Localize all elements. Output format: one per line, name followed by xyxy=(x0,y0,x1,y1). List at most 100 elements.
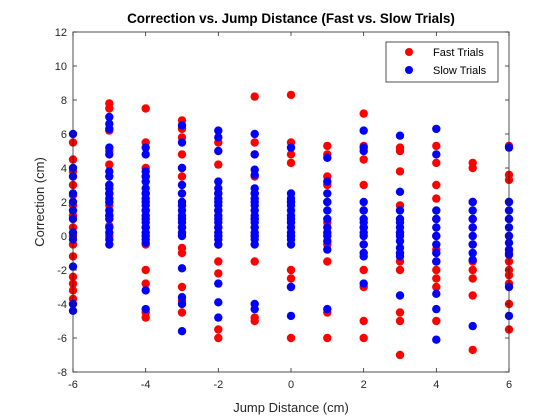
fast-trial-point xyxy=(432,194,441,203)
y-tick-label: 4 xyxy=(61,163,67,175)
fast-trial-point xyxy=(432,141,441,151)
fast-trial-point xyxy=(177,308,187,317)
slow-trial-point xyxy=(432,231,441,241)
slow-trial-point xyxy=(214,177,223,186)
slow-trial-point xyxy=(468,223,477,232)
slow-trial-point xyxy=(286,143,296,152)
fast-trial-point xyxy=(214,269,223,278)
fast-trial-point xyxy=(250,92,259,101)
fast-trial-point xyxy=(177,282,187,292)
slow-trial-point xyxy=(395,206,405,215)
slow-trial-point xyxy=(468,206,477,215)
slow-trial-point xyxy=(141,177,150,186)
slow-trial-point xyxy=(323,177,332,186)
slow-trials-series xyxy=(68,112,514,344)
slow-trial-point xyxy=(395,187,405,196)
fast-trial-point xyxy=(214,257,223,266)
slow-trial-point xyxy=(432,248,441,258)
slow-trial-point xyxy=(395,131,405,140)
slow-trial-point xyxy=(323,153,332,162)
slow-trial-point xyxy=(323,236,332,246)
fast-trial-point xyxy=(359,180,368,190)
fast-trial-point xyxy=(359,155,368,164)
fast-trial-point xyxy=(359,333,368,343)
slow-trial-point xyxy=(323,304,332,314)
slow-trial-point xyxy=(286,240,296,249)
slow-trial-point xyxy=(359,252,368,261)
slow-trial-point xyxy=(432,304,441,314)
fast-trial-point xyxy=(395,167,405,176)
slow-trial-point xyxy=(105,124,114,134)
fast-trial-point xyxy=(432,265,441,275)
slow-trial-point xyxy=(105,143,114,152)
fast-trial-point xyxy=(468,265,477,275)
y-tick-label: -6 xyxy=(57,333,67,345)
slow-trial-point xyxy=(323,245,332,254)
slow-trial-point xyxy=(323,197,332,207)
fast-trial-point xyxy=(214,333,223,343)
slow-trial-point xyxy=(105,112,114,122)
slow-trial-point xyxy=(323,206,332,215)
slow-trial-point xyxy=(177,299,187,309)
slow-trial-point xyxy=(141,143,150,152)
fast-trial-point xyxy=(468,163,477,173)
y-tick-label: -8 xyxy=(57,367,67,379)
slow-trial-point xyxy=(468,240,477,249)
slow-trial-point xyxy=(214,146,223,156)
legend-marker-fast xyxy=(405,48,413,56)
slow-trial-point xyxy=(177,264,187,273)
slow-trial-point xyxy=(468,231,477,241)
slow-trial-point xyxy=(395,236,405,246)
fast-trial-point xyxy=(286,90,296,100)
fast-trial-point xyxy=(468,345,477,355)
y-tick-label: -4 xyxy=(57,299,67,311)
slow-trial-point xyxy=(177,293,187,302)
fast-trial-point xyxy=(468,291,477,300)
y-tick-label: -2 xyxy=(57,265,67,277)
slow-trial-point xyxy=(141,286,150,295)
slow-trial-point xyxy=(141,238,150,247)
fast-trial-point xyxy=(432,180,441,190)
slow-trial-point xyxy=(286,282,296,292)
fast-trial-point xyxy=(432,158,441,168)
fast-trial-point xyxy=(395,146,405,156)
y-axis-label: Correction (cm) xyxy=(32,157,47,247)
slow-trial-point xyxy=(177,189,187,198)
fast-trial-point xyxy=(395,350,405,360)
slow-trial-point xyxy=(432,223,441,232)
slow-trial-point xyxy=(250,170,259,179)
slow-trial-point xyxy=(214,313,223,322)
y-tick-label: 12 xyxy=(55,27,67,39)
fast-trial-point xyxy=(286,265,296,275)
slow-trial-point xyxy=(105,240,114,249)
slow-trial-point xyxy=(468,197,477,207)
legend-box xyxy=(385,41,499,83)
slow-trial-point xyxy=(323,189,332,198)
slow-trial-point xyxy=(214,126,223,135)
fast-trial-point xyxy=(177,248,187,258)
slow-trial-point xyxy=(214,298,223,307)
fast-trial-point xyxy=(250,257,259,266)
x-tick-label: -4 xyxy=(141,379,151,391)
fast-trial-point xyxy=(359,265,368,275)
slow-trial-point xyxy=(359,206,368,215)
fast-trial-point xyxy=(286,150,296,159)
slow-trial-point xyxy=(468,321,477,331)
x-tick-label: 4 xyxy=(433,379,439,391)
fast-trial-point xyxy=(177,172,187,181)
fast-trial-point xyxy=(286,158,296,168)
fast-trial-point xyxy=(141,104,150,113)
slow-trial-point xyxy=(105,150,114,159)
slow-trial-point xyxy=(250,150,259,159)
slow-trial-point xyxy=(359,126,368,135)
fast-trial-point xyxy=(468,274,477,283)
slow-trial-point xyxy=(286,311,296,321)
slow-trial-point xyxy=(432,214,441,224)
fast-trial-point xyxy=(359,316,368,326)
fast-trial-point xyxy=(214,325,223,334)
fast-trial-point xyxy=(432,316,441,326)
legend: Fast Trials Slow Trials xyxy=(385,41,499,83)
x-tick-label: -2 xyxy=(213,379,223,391)
slow-trial-point xyxy=(105,172,114,181)
